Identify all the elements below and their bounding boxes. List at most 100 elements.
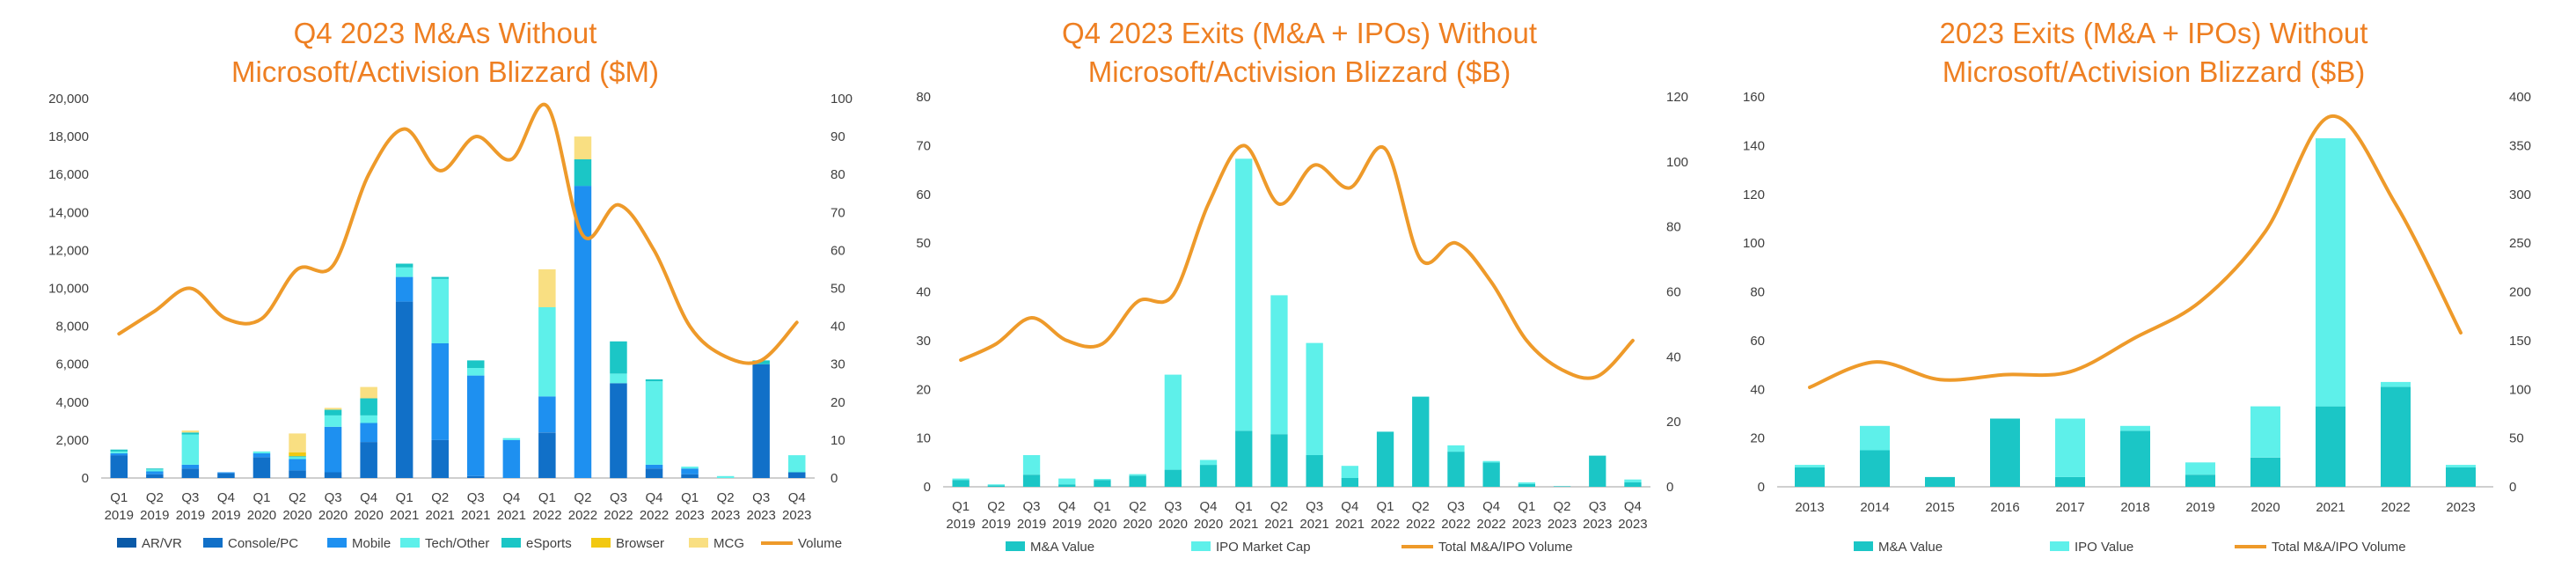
chart-2-x-tick-quarter: Q2 (1553, 499, 1570, 514)
chart-2-bar-ipo-market-cap (1447, 445, 1465, 452)
chart-1-legend-label: Mobile (352, 536, 391, 551)
chart-1-bar-tech-other (610, 373, 627, 384)
chart-1-bar-browser (289, 452, 306, 457)
chart-2-bar-m-a-value (952, 480, 970, 487)
chart-2-bar-ipo-market-cap (1235, 158, 1253, 431)
chart-1-legend-swatch (689, 538, 708, 548)
chart-2-title-line-1: Q4 2023 Exits (M&A + IPOs) Without (1061, 17, 1538, 49)
chart-2-legend-label: IPO Market Cap (1216, 540, 1311, 555)
chart-2-bar-m-a-value (1553, 486, 1571, 487)
chart-2-title: Q4 2023 Exits (M&A + IPOs) Without Micro… (860, 14, 1739, 92)
chart-2-y-tick: 0 (924, 480, 931, 495)
chart-3-bar-m-a-value (2316, 406, 2345, 487)
chart-2-bar-m-a-value (1129, 475, 1146, 487)
chart-1-bar-console-pc (324, 472, 342, 478)
chart-1-volume-line (117, 102, 799, 365)
chart-1-y-tick: 0 (82, 471, 89, 486)
chart-3-y-tick: 140 (1743, 138, 1765, 153)
chart-2-y2-tick: 120 (1666, 90, 1688, 105)
chart-1-y-tick: 18,000 (48, 129, 89, 144)
chart-1-bar-tech-other (538, 307, 556, 397)
chart-2-x-tick-quarter: Q4 (1341, 499, 1358, 514)
chart-2-x-tick-quarter: Q1 (952, 499, 970, 514)
chart-1-x-tick-quarter: Q1 (110, 490, 128, 505)
chart-2-x-tick-year: 2020 (1123, 517, 1152, 532)
chart-1-bar-tech-other (324, 415, 342, 427)
chart-2-x-tick-quarter: Q3 (1447, 499, 1465, 514)
chart-1-bar-tech-other (716, 475, 735, 478)
chart-3-bar-ipo-value (2120, 425, 2150, 431)
chart-3-bar-m-a-value (2055, 476, 2085, 487)
chart-2-x-tick-year: 2023 (1548, 517, 1577, 532)
chart-2-x-tick-quarter: Q4 (1058, 499, 1076, 514)
chart-3-bar-m-a-value (2250, 457, 2280, 487)
chart-2-bar-m-a-value (987, 485, 1005, 487)
chart-2-x-tick-quarter: Q4 (1199, 499, 1217, 514)
chart-3-title-line-2: Microsoft/Activision Blizzard ($B) (1942, 55, 2366, 88)
chart-1-bar-mcg (538, 268, 556, 307)
chart-2-x-tick-year: 2021 (1299, 517, 1328, 532)
chart-2-x-tick-quarter: Q3 (1306, 499, 1323, 514)
chart-2-bar-m-a-value (1235, 430, 1253, 487)
chart-2-bar-ipo-market-cap (1624, 479, 1642, 482)
chart-2-bar-m-a-value (1482, 462, 1500, 487)
chart-2-bar-m-a-value (1412, 396, 1430, 487)
chart-1-x-tick-year: 2021 (461, 508, 490, 523)
chart-1-x-tick-year: 2023 (782, 508, 811, 523)
chart-3-x-tick: 2015 (1925, 500, 1954, 515)
chart-1-bar-esports (467, 360, 485, 368)
chart-2-y-tick: 50 (916, 236, 931, 251)
chart-1-bar-tech-other (681, 467, 699, 469)
chart-2-x-tick-year: 2020 (1159, 517, 1188, 532)
chart-1-y-tick: 14,000 (48, 205, 89, 220)
chart-1-x-tick-quarter: Q1 (681, 490, 699, 505)
chart-1-x-tick-quarter: Q2 (289, 490, 306, 505)
chart-1-bar-esports (289, 456, 306, 458)
chart-1-y2-tick: 20 (831, 395, 845, 410)
chart-1-y-tick: 12,000 (48, 243, 89, 258)
chart-2-volume-line (959, 143, 1635, 380)
chart-3-y2-tick: 400 (2509, 90, 2531, 105)
chart-2-x-tick-quarter: Q4 (1482, 499, 1500, 514)
chart-1-x-tick-year: 2021 (390, 508, 419, 523)
chart-3-y-tick: 20 (1750, 431, 1765, 446)
chart-3-bar-ipo-value (2446, 465, 2476, 467)
chart-1-legend-label: AR/VR (142, 536, 182, 551)
chart-1-bar-console-pc (181, 468, 200, 478)
chart-3-bar-ipo-value (2381, 381, 2411, 387)
chart-2-legend-swatch (1006, 541, 1025, 551)
chart-2-bar-m-a-value (1306, 455, 1323, 487)
chart-3-legend-label: Total M&A/IPO Volume (2272, 540, 2406, 555)
chart-2-x-tick-year: 2021 (1229, 517, 1258, 532)
chart-1-bar-mobile (360, 423, 377, 443)
chart-1-x-tick-year: 2020 (247, 508, 276, 523)
chart-2-y2-tick: 20 (1666, 415, 1681, 430)
chart-1-y2-tick: 80 (831, 167, 845, 182)
chart-1-y2-tick: 90 (831, 129, 845, 144)
chart-3-x-tick: 2018 (2120, 500, 2149, 515)
chart-3-x-tick: 2013 (1795, 500, 1824, 515)
chart-2-x-tick-quarter: Q1 (1094, 499, 1111, 514)
chart-1-x-tick-quarter: Q4 (646, 490, 663, 505)
chart-2-legend-label: M&A Value (1030, 540, 1094, 555)
chart-1-bar-tech-other (645, 381, 663, 465)
chart-1-x-tick-quarter: Q1 (538, 490, 556, 505)
chart-2-bar-m-a-value (1094, 480, 1111, 487)
chart-1-y-tick: 20,000 (48, 92, 89, 107)
chart-2-x-tick-year: 2019 (982, 517, 1011, 532)
chart-3-y-tick: 100 (1743, 236, 1765, 251)
chart-1-x-tick-year: 2022 (568, 508, 597, 523)
chart-2-x-tick-year: 2021 (1336, 517, 1365, 532)
chart-1-bar-console-pc (360, 442, 377, 478)
chart-3-y2-tick: 200 (2509, 285, 2531, 300)
chart-1-bar-tech-other (181, 434, 200, 465)
chart-1-legend-label: Console/PC (228, 536, 298, 551)
chart-2-y-tick: 30 (916, 334, 931, 349)
chart-2-legend-swatch (1191, 541, 1211, 551)
chart-1-bar-esports (610, 341, 627, 374)
chart-1-legend-label: eSports (526, 536, 572, 551)
chart-3-y2-tick: 150 (2509, 334, 2531, 349)
chart-2-x-tick-quarter: Q1 (1235, 499, 1253, 514)
